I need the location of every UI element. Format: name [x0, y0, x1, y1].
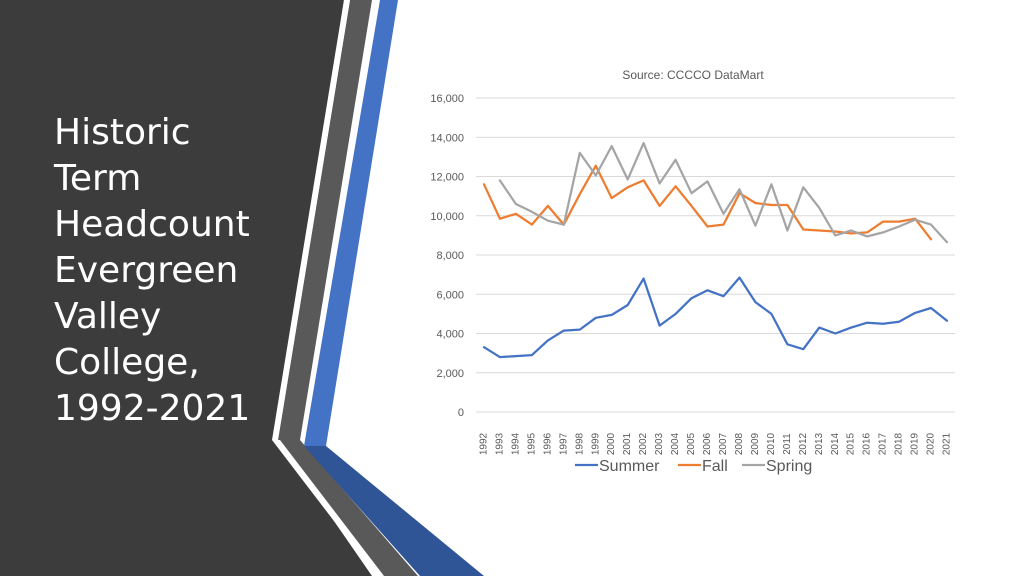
blue-stripe-upper [304, 0, 398, 446]
x-tick-label: 2014 [830, 432, 841, 455]
white-stripe-lower [272, 440, 384, 576]
x-tick-label: 1995 [526, 432, 537, 455]
white-stripe-upper [272, 0, 350, 440]
y-tick-label: 2,000 [436, 368, 464, 380]
x-tick-label: 2017 [878, 432, 889, 455]
x-tick-label: 2004 [670, 432, 681, 455]
x-tick-label: 2016 [862, 432, 873, 455]
title-line: Valley [54, 296, 162, 337]
x-tick-label: 2012 [798, 432, 809, 455]
y-tick-label: 12,000 [430, 172, 464, 184]
legend-label-summer: Summer [599, 458, 660, 475]
gridlines [476, 97, 955, 413]
y-tick-label: 10,000 [430, 211, 464, 223]
x-tick-label: 2019 [910, 432, 921, 455]
y-tick-label: 6,000 [436, 289, 464, 301]
x-tick-label: 1998 [574, 432, 585, 455]
y-axis-ticks: 0 2,000 4,000 6,000 8,000 10,000 12,000 14,000 1… [430, 93, 464, 419]
x-tick-label: 2002 [638, 432, 649, 455]
x-tick-label: 1999 [590, 432, 601, 455]
x-tick-label: 2015 [846, 432, 857, 455]
x-tick-label: 2000 [606, 432, 617, 455]
blue-stripe-lower [304, 446, 484, 576]
x-tick-label: 2021 [942, 432, 953, 455]
x-tick-label: 1997 [558, 432, 569, 455]
legend: Summer Fall Spring [575, 458, 812, 475]
x-tick-label: 2005 [686, 432, 697, 455]
x-tick-label: 1996 [542, 432, 553, 455]
title-line: College, [54, 342, 200, 383]
y-tick-label: 0 [458, 407, 464, 419]
x-tick-label: 2018 [894, 432, 905, 455]
x-tick-label: 2008 [734, 432, 745, 455]
y-tick-label: 16,000 [430, 93, 464, 105]
x-tick-label: 1993 [494, 432, 505, 455]
gray-stripe-upper [278, 0, 372, 440]
title-line: Headcount [54, 204, 250, 245]
x-tick-label: 1992 [478, 432, 489, 455]
x-tick-label: 2006 [702, 432, 713, 455]
chart-source-annotation: Source: CCCCO DataMart [622, 68, 764, 82]
series-line-spring [498, 141, 949, 244]
title-line: Evergreen [54, 250, 239, 291]
y-tick-label: 14,000 [430, 132, 464, 144]
x-tick-label: 2007 [718, 432, 729, 455]
title-line: 1992-2021 [54, 388, 251, 429]
x-tick-label: 2003 [654, 432, 665, 455]
series-lines [482, 141, 949, 359]
slide-title: Historic Term Headcount Evergreen Valley… [54, 110, 294, 432]
legend-label-fall: Fall [702, 458, 728, 475]
title-line: Historic [54, 112, 191, 153]
y-tick-label: 8,000 [436, 250, 464, 262]
x-tick-label: 2013 [814, 432, 825, 455]
gray-stripe-lower [280, 440, 418, 576]
x-axis-ticks: 1992 1993 1994 1995 1996 1997 1998 1999 2000 2001… [478, 432, 952, 455]
x-tick-label: 2009 [750, 432, 761, 455]
x-tick-label: 2011 [782, 433, 793, 455]
x-tick-label: 1994 [510, 432, 521, 455]
x-tick-label: 2001 [622, 432, 633, 455]
x-tick-label: 2010 [766, 432, 777, 455]
x-tick-label: 2020 [926, 432, 937, 455]
series-line-summer [482, 276, 949, 359]
title-line: Term [54, 158, 142, 199]
y-tick-label: 4,000 [436, 329, 464, 341]
legend-label-spring: Spring [766, 458, 812, 475]
